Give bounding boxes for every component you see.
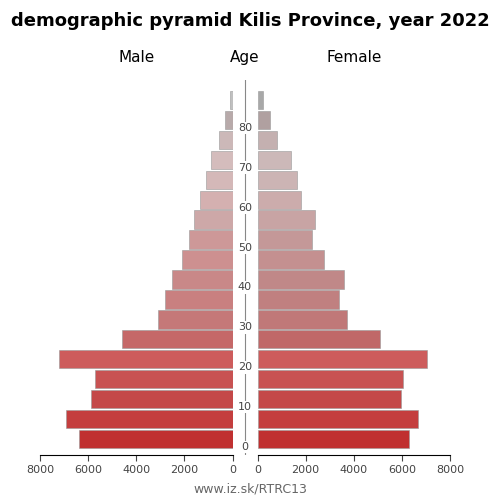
Bar (60, 350, 233, 368)
Text: 60: 60 (238, 202, 252, 212)
Bar (258, 130, 277, 149)
Bar (172, 270, 233, 288)
Bar (225, 110, 232, 129)
Bar (182, 250, 232, 268)
Text: 80: 80 (238, 123, 252, 133)
Bar (122, 330, 232, 348)
Bar (258, 310, 346, 328)
Bar (258, 150, 291, 169)
Bar (194, 210, 232, 229)
Bar (258, 210, 316, 229)
Bar (258, 270, 344, 288)
Bar (96, 370, 232, 388)
Bar (189, 230, 232, 248)
Bar (258, 370, 403, 388)
Bar (258, 350, 427, 368)
Bar (258, 410, 418, 428)
Bar (258, 230, 312, 248)
Bar (66, 410, 232, 428)
Bar (258, 390, 400, 408)
Text: 50: 50 (238, 242, 252, 252)
Bar (90, 390, 233, 408)
Bar (258, 91, 263, 109)
Bar (258, 110, 270, 129)
Text: 70: 70 (238, 163, 252, 173)
Bar (258, 330, 380, 348)
Bar (218, 130, 232, 149)
Bar (258, 290, 340, 308)
Text: 30: 30 (238, 322, 252, 332)
Text: 10: 10 (238, 402, 252, 412)
Text: Male: Male (118, 50, 154, 65)
Bar (258, 250, 324, 268)
Bar (206, 170, 233, 189)
Text: demographic pyramid Kilis Province, year 2022: demographic pyramid Kilis Province, year… (10, 12, 490, 30)
Bar (258, 430, 409, 448)
Bar (258, 170, 297, 189)
Text: 40: 40 (238, 282, 252, 292)
Bar (200, 190, 232, 209)
Text: 0: 0 (242, 442, 248, 452)
Text: Age: Age (230, 50, 260, 65)
Bar (211, 150, 233, 169)
Text: 20: 20 (238, 362, 252, 372)
Text: Female: Female (326, 50, 382, 65)
Bar (78, 430, 233, 448)
Bar (258, 190, 301, 209)
Text: www.iz.sk/RTRC13: www.iz.sk/RTRC13 (193, 482, 307, 495)
Bar (158, 310, 232, 328)
Bar (165, 290, 232, 308)
Bar (230, 91, 232, 109)
